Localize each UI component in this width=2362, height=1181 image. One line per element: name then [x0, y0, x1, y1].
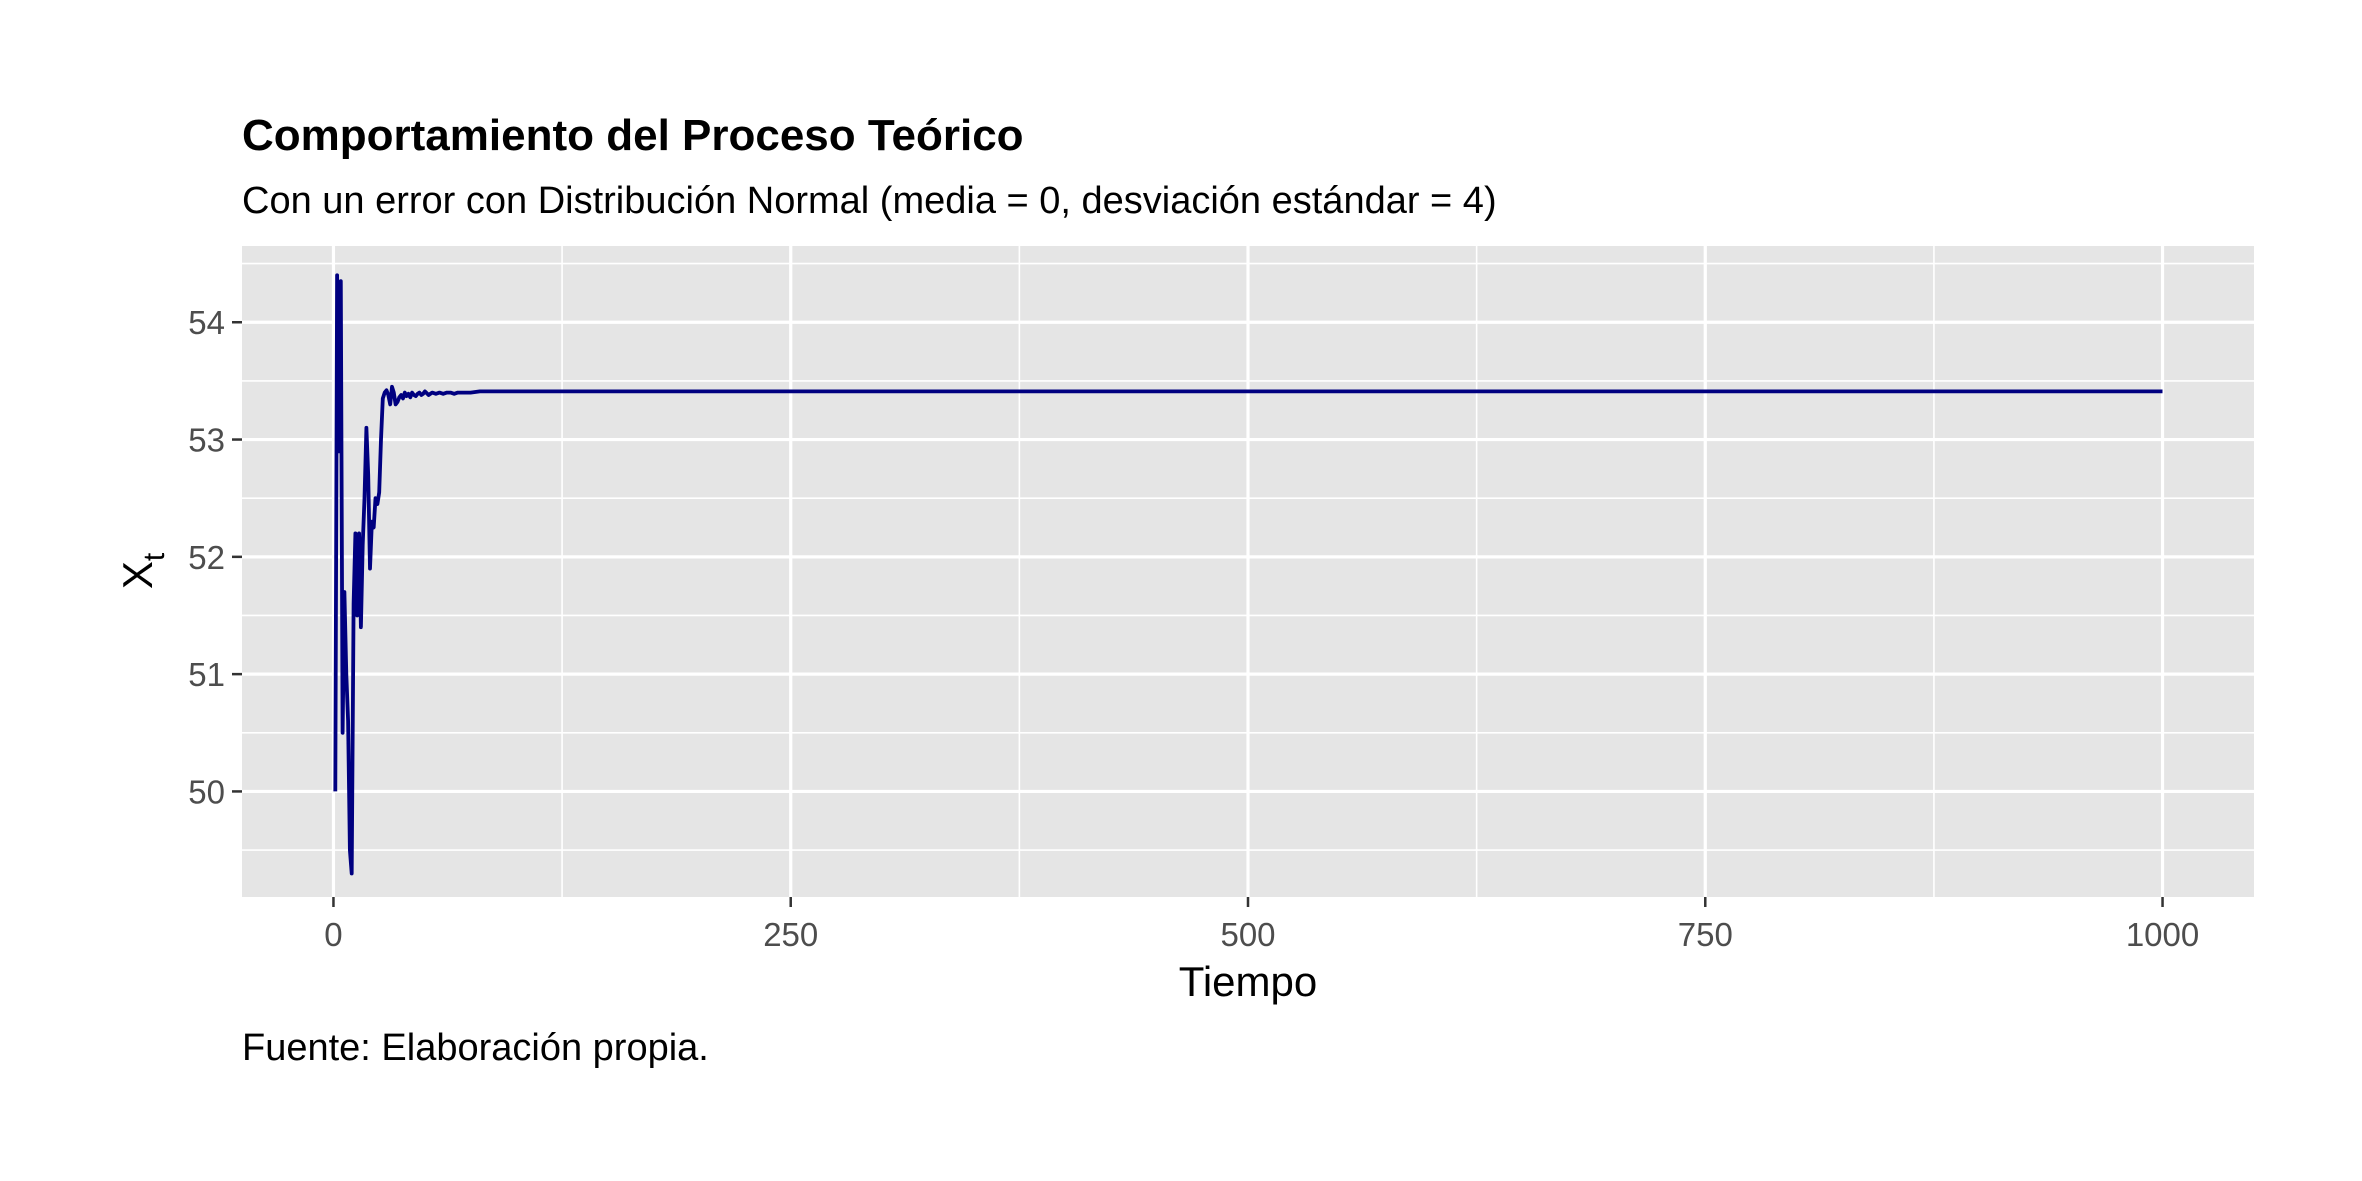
- x-tick-label: 250: [763, 916, 818, 953]
- y-axis-title-subscript: t: [138, 552, 171, 561]
- x-tick-label: 0: [324, 916, 342, 953]
- y-tick-label: 54: [188, 304, 225, 341]
- x-tick-label: 500: [1220, 916, 1275, 953]
- x-axis-title: Tiempo: [1179, 958, 1318, 1005]
- y-tick-label: 52: [188, 539, 225, 576]
- y-axis-ticks: 50 51 52 53 54: [188, 304, 242, 810]
- y-axis-title-main: X: [114, 561, 161, 589]
- y-tick-label: 51: [188, 656, 225, 693]
- svg-text:Xt: Xt: [114, 552, 171, 589]
- x-tick-label: 1000: [2126, 916, 2199, 953]
- x-axis-ticks: 0 250 500 750 1000: [324, 897, 2199, 953]
- y-axis-title: Xt: [114, 552, 171, 589]
- y-tick-label: 53: [188, 422, 225, 459]
- y-tick-label: 50: [188, 773, 225, 810]
- chart-caption: Fuente: Elaboración propia.: [242, 1027, 709, 1069]
- x-tick-label: 750: [1678, 916, 1733, 953]
- chart-subtitle: Con un error con Distribución Normal (me…: [242, 180, 1497, 222]
- series-line: [333, 273, 2163, 876]
- chart-title: Comportamiento del Proceso Teórico: [242, 111, 1024, 160]
- series-layer: [333, 273, 2163, 876]
